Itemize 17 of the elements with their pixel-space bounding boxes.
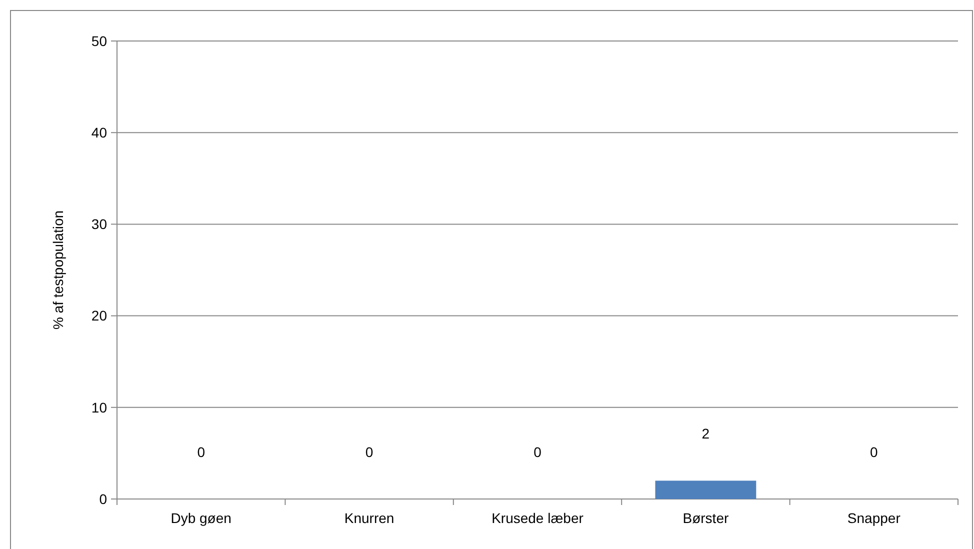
y-tick-label: 40 (91, 124, 108, 140)
y-tick-label: 0 (99, 490, 108, 507)
data-label: 2 (702, 426, 710, 442)
x-tick-label: Børster (682, 510, 729, 526)
x-tick-label: Krusede læber (492, 510, 584, 526)
data-label: 0 (870, 444, 878, 460)
y-tick-label: 30 (91, 216, 108, 232)
y-tick-label: 50 (91, 32, 108, 49)
y-axis-title: % af testpopulation (50, 210, 66, 330)
data-label: 0 (365, 444, 374, 460)
x-tick-label: Knurren (344, 510, 394, 526)
x-tick-label: Snapper (847, 510, 901, 526)
y-tick-label: 10 (91, 399, 108, 416)
data-label: 0 (534, 444, 542, 460)
data-label: 0 (197, 444, 206, 460)
y-tick-label: 20 (91, 308, 108, 324)
x-tick-label: Dyb gøen (170, 510, 232, 526)
